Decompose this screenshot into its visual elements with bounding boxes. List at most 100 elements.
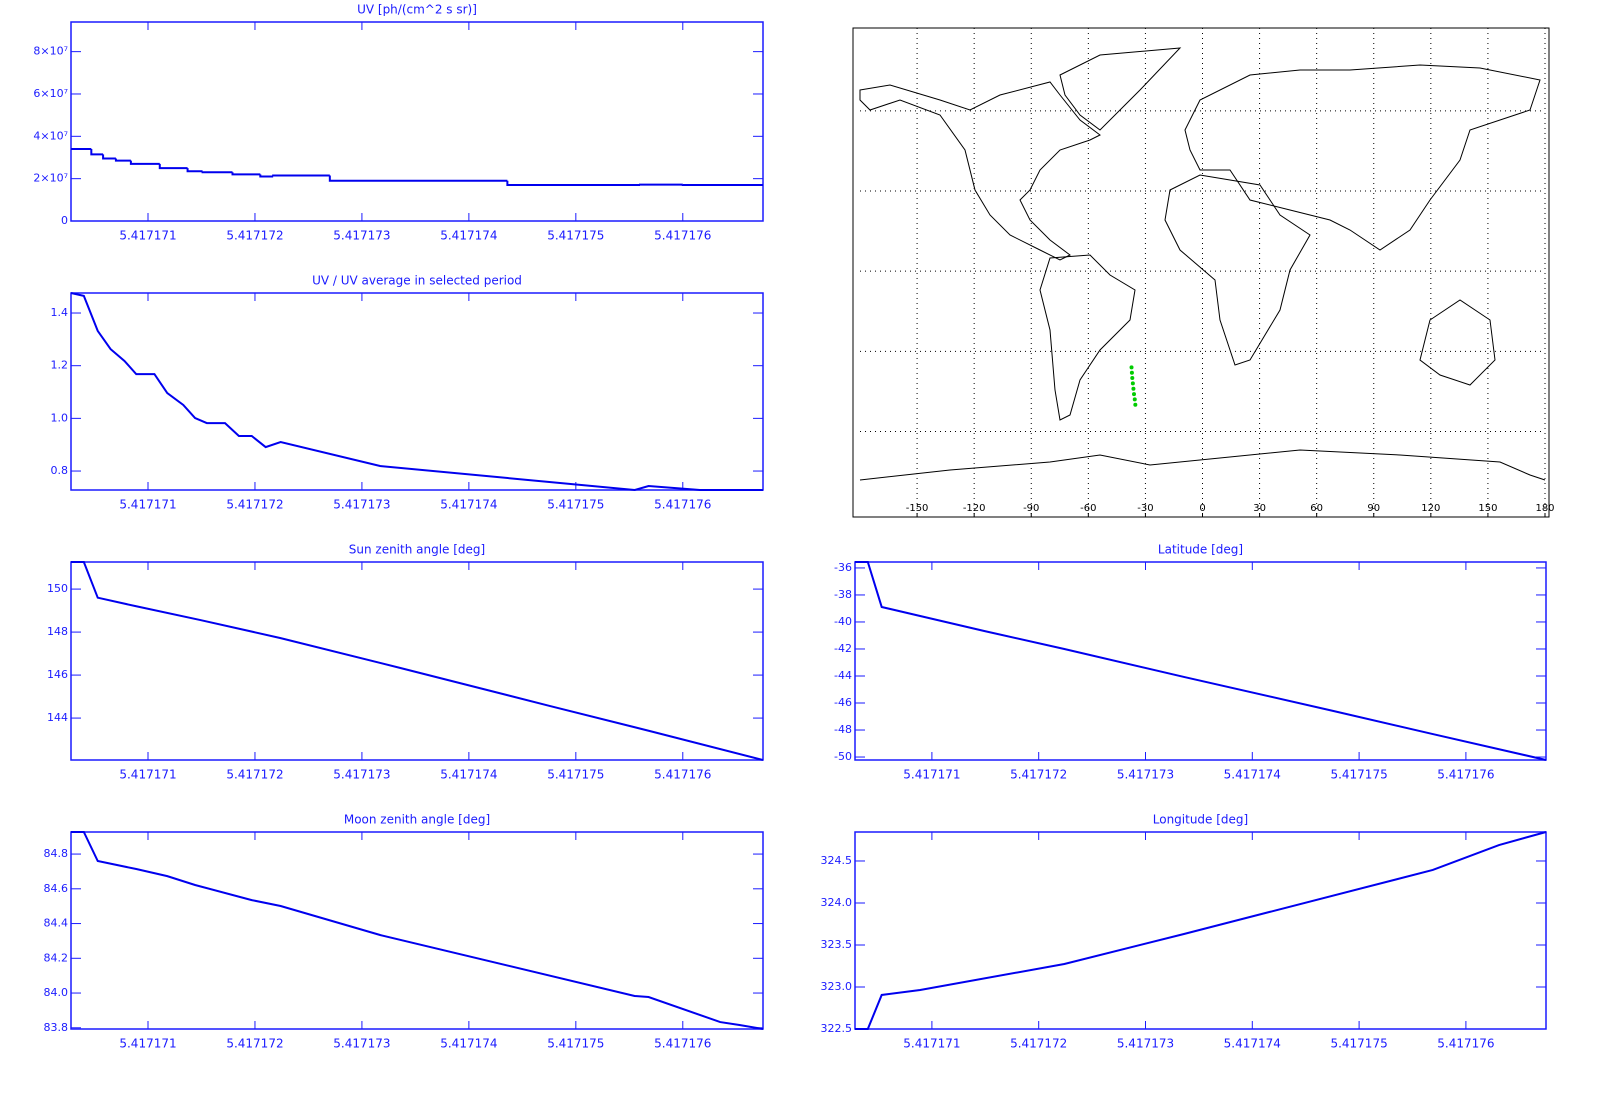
y-tick-label: 2×10⁷ [33, 172, 68, 185]
chart-title: Moon zenith angle [deg] [344, 813, 490, 827]
y-tick-label: 323.5 [821, 938, 853, 951]
track-point [1129, 370, 1134, 375]
y-tick-label: 84.2 [44, 951, 69, 964]
x-tick-label: -120 [963, 503, 986, 514]
x-tick-label: 150 [1478, 503, 1497, 514]
chart-title: UV / UV average in selected period [312, 274, 522, 288]
y-tick-label: 4×10⁷ [33, 129, 68, 142]
map-frame [852, 27, 1550, 518]
line-chart: Sun zenith angle [deg] 5.417171 5.417172 5.… [47, 543, 764, 782]
x-tick-label: 5.417173 [333, 229, 390, 243]
x-tick-label: 5.417174 [440, 498, 497, 512]
step-segment [90, 149, 104, 156]
y-tick-label: 1.2 [51, 359, 69, 372]
track-point [1132, 397, 1137, 402]
x-tick-label: 5.417175 [547, 768, 604, 782]
x-tick-label: 5.417176 [654, 1037, 711, 1051]
y-tick-label: -42 [834, 642, 852, 655]
step-segment [201, 171, 233, 174]
y-tick-label: -50 [834, 750, 852, 763]
y-tick-label: -46 [834, 696, 852, 709]
track-point [1131, 386, 1136, 391]
x-tick-label: 120 [1421, 503, 1440, 514]
y-tick-label: -40 [834, 615, 852, 628]
y-tick-label: 84.4 [44, 917, 69, 930]
x-tick-label: 5.417173 [1117, 1037, 1174, 1051]
line-chart: UV / UV average in selected period 5.4171… [51, 274, 764, 512]
data-line [855, 831, 1547, 1030]
step-segment [259, 174, 274, 178]
x-tick-label: 5.417173 [1117, 768, 1174, 782]
data-line [855, 561, 1547, 761]
x-tick-label: 5.417171 [119, 1037, 176, 1051]
step-segment [231, 172, 261, 176]
plot-frame [854, 831, 1547, 1030]
y-tick-label: 1.0 [51, 411, 69, 424]
chart-title: UV [ph/(cm^2 s sr)] [357, 3, 477, 17]
x-tick-label: 5.417172 [226, 768, 283, 782]
y-tick-label: 0.8 [51, 464, 69, 477]
track-point [1133, 402, 1138, 407]
track-point [1132, 392, 1136, 397]
y-tick-label: -38 [834, 588, 852, 601]
data-line [71, 561, 764, 761]
y-tick-label: 84.0 [44, 986, 69, 999]
y-tick-label: 324.5 [821, 854, 853, 867]
y-tick-label: 6×10⁷ [33, 87, 68, 100]
y-tick-label: 83.8 [44, 1021, 69, 1034]
plot-frame [70, 561, 764, 761]
x-tick-label: 180 [1535, 503, 1554, 514]
x-tick-label: 5.417174 [440, 229, 497, 243]
x-tick-label: 5.417171 [903, 768, 960, 782]
x-tick-label: 90 [1367, 503, 1380, 514]
chart-title: Sun zenith angle [deg] [349, 543, 485, 557]
plot-frame [70, 831, 764, 1030]
landmass [1419, 299, 1496, 386]
x-tick-label: 5.417172 [226, 229, 283, 243]
step-segment [272, 174, 330, 177]
track-point [1130, 381, 1135, 386]
x-tick-label: 5.417175 [1330, 1037, 1387, 1051]
landmass [1059, 47, 1182, 131]
x-tick-label: 5.417174 [440, 768, 497, 782]
landmass [1184, 64, 1541, 251]
x-tick-label: 5.417176 [1437, 768, 1494, 782]
x-tick-label: 5.417175 [547, 498, 604, 512]
x-tick-label: 5.417172 [1010, 768, 1067, 782]
x-tick-label: 60 [1310, 503, 1323, 514]
landmass [859, 81, 1101, 261]
x-tick-label: 30 [1253, 503, 1266, 514]
x-tick-label: 0 [1199, 503, 1205, 514]
chart-title: Latitude [deg] [1158, 543, 1243, 557]
y-tick-label: -48 [834, 723, 852, 736]
x-tick-label: 5.417176 [654, 229, 711, 243]
line-chart: Moon zenith angle [deg] 5.417171 5.417172 5… [44, 813, 764, 1051]
x-tick-label: 5.417173 [333, 498, 390, 512]
y-tick-label: 148 [47, 625, 68, 638]
step-segment [506, 180, 641, 187]
data-line [71, 831, 764, 1030]
line-chart: UV [ph/(cm^2 s sr)] 5.417171 5.417172 5.417… [33, 3, 764, 243]
step-segment [186, 168, 203, 173]
step-segment [129, 160, 160, 165]
x-tick-label: 5.417173 [333, 768, 390, 782]
step-segment [102, 154, 116, 160]
landmass [859, 449, 1546, 481]
y-tick-label: 1.4 [51, 306, 69, 319]
y-tick-label: -36 [834, 561, 852, 574]
track-point [1129, 365, 1134, 370]
line-chart: Latitude [deg] 5.417171 5.417172 5.417173 5.… [834, 543, 1547, 782]
x-tick-label: -30 [1137, 503, 1153, 514]
x-tick-label: 5.417175 [1330, 768, 1387, 782]
x-tick-label: 5.417172 [226, 1037, 283, 1051]
y-tick-label: 323.0 [821, 980, 853, 993]
x-tick-label: 5.417171 [119, 498, 176, 512]
x-tick-label: 5.417173 [333, 1037, 390, 1051]
data-line [70, 292, 763, 492]
x-tick-label: 5.417172 [226, 498, 283, 512]
x-tick-label: 5.417174 [1224, 768, 1281, 782]
x-tick-label: -90 [1023, 503, 1039, 514]
step-segment [328, 175, 508, 182]
